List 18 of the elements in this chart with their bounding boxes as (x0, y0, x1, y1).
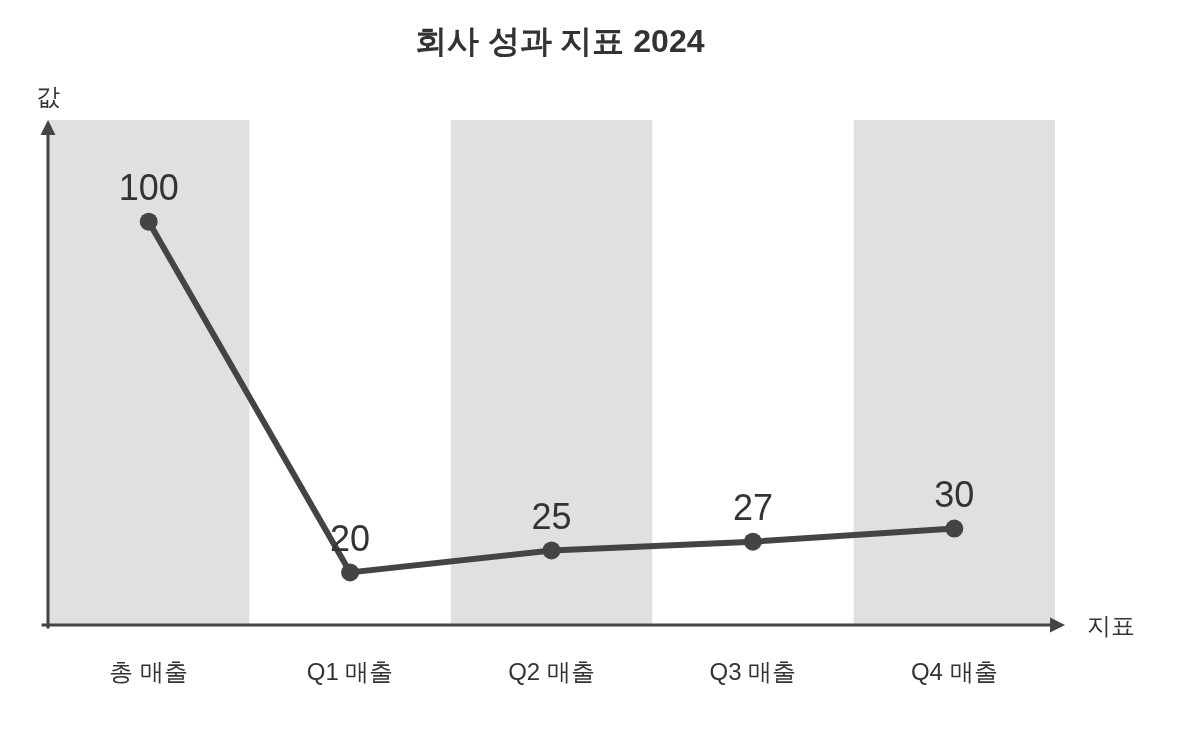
x-tick-label: Q2 매출 (508, 658, 595, 685)
data-label: 30 (934, 474, 975, 516)
data-label: 20 (330, 518, 371, 560)
point (945, 519, 964, 538)
point (542, 541, 561, 560)
chart-title: 회사 성과 지표 2024 (414, 22, 705, 59)
data-label: 27 (732, 487, 773, 529)
point (139, 212, 158, 231)
point (743, 532, 762, 551)
x-tick-label: Q4 매출 (910, 658, 998, 685)
point (341, 563, 360, 582)
y-axis-title: 값 (36, 83, 60, 110)
x-tick-label: 총 매출 (109, 658, 189, 685)
x-tick-label: Q1 매출 (306, 658, 394, 685)
x-axis-title: 지표 (1087, 612, 1135, 639)
data-label: 100 (118, 167, 179, 209)
data-label: 25 (531, 496, 572, 538)
x-tick-label: Q3 매출 (709, 658, 797, 685)
